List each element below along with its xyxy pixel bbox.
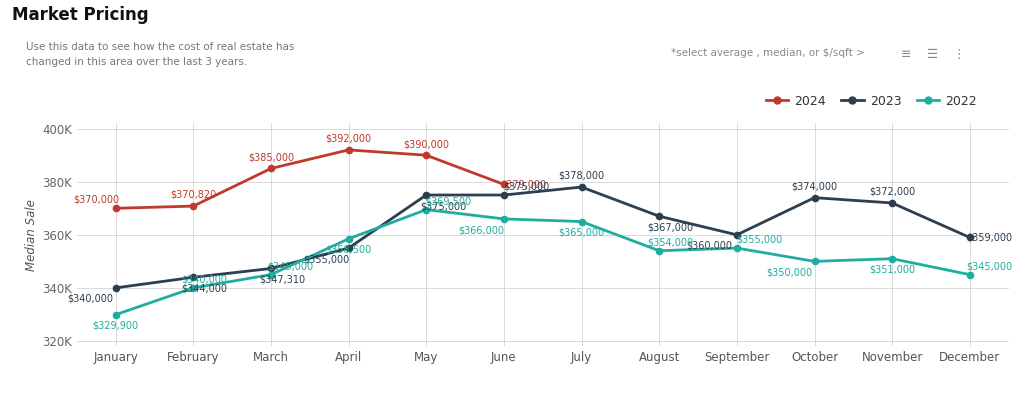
Text: $370,000: $370,000	[73, 195, 119, 205]
Y-axis label: Median Sale: Median Sale	[25, 199, 38, 271]
Text: $340,000: $340,000	[181, 275, 227, 285]
Text: $355,000: $355,000	[736, 235, 782, 245]
Text: ≡: ≡	[901, 48, 911, 61]
Text: $340,000: $340,000	[68, 294, 114, 304]
Text: $372,000: $372,000	[869, 187, 915, 197]
Text: $354,000: $354,000	[647, 237, 693, 248]
Text: $359,000: $359,000	[967, 232, 1013, 242]
Text: $350,000: $350,000	[766, 267, 813, 277]
Text: $355,000: $355,000	[303, 254, 349, 264]
Text: $365,000: $365,000	[558, 228, 604, 238]
Text: $370,820: $370,820	[170, 190, 216, 200]
Text: $344,000: $344,000	[181, 283, 227, 293]
Text: $360,000: $360,000	[686, 241, 732, 251]
Text: $345,000: $345,000	[967, 261, 1013, 271]
Text: $379,000: $379,000	[501, 179, 547, 189]
Text: Market Pricing: Market Pricing	[12, 6, 148, 24]
Text: $392,000: $392,000	[326, 134, 372, 144]
Text: $329,900: $329,900	[92, 321, 138, 331]
Text: $351,000: $351,000	[869, 265, 915, 275]
Text: $366,000: $366,000	[459, 225, 505, 235]
Text: $347,310: $347,310	[259, 275, 305, 285]
Legend: 2024, 2023, 2022: 2024, 2023, 2022	[761, 90, 982, 113]
Text: $385,000: $385,000	[248, 152, 294, 162]
Text: $390,000: $390,000	[403, 139, 450, 149]
Text: $367,000: $367,000	[647, 222, 693, 232]
Text: $374,000: $374,000	[792, 181, 838, 191]
Text: $378,000: $378,000	[558, 171, 604, 181]
Text: $375,000: $375,000	[503, 181, 549, 192]
Text: *select average , median, or $/sqft >: *select average , median, or $/sqft >	[671, 48, 864, 58]
Text: ☰: ☰	[927, 48, 938, 61]
Text: Use this data to see how the cost of real estate has
changed in this area over t: Use this data to see how the cost of rea…	[26, 42, 294, 66]
Text: $345,000: $345,000	[267, 261, 313, 271]
Text: $375,000: $375,000	[420, 201, 466, 211]
Text: $369,500: $369,500	[425, 196, 471, 206]
Text: ⋮: ⋮	[952, 48, 965, 61]
Text: $358,500: $358,500	[326, 245, 372, 255]
